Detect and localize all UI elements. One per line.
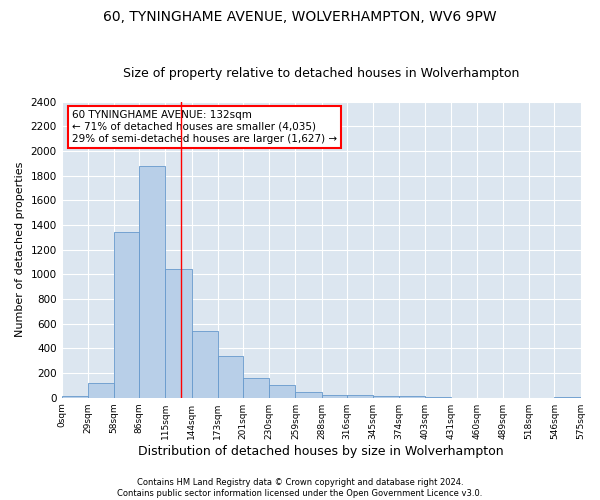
Bar — [347, 395, 373, 398]
Bar — [399, 396, 425, 398]
Bar — [88, 383, 114, 398]
Bar — [218, 356, 243, 398]
Bar — [322, 394, 347, 398]
X-axis label: Distribution of detached houses by size in Wolverhampton: Distribution of detached houses by size … — [138, 444, 504, 458]
Bar — [114, 232, 139, 398]
Text: 60, TYNINGHAME AVENUE, WOLVERHAMPTON, WV6 9PW: 60, TYNINGHAME AVENUE, WOLVERHAMPTON, WV… — [103, 10, 497, 24]
Bar — [554, 397, 581, 398]
Bar — [243, 378, 269, 398]
Text: Contains HM Land Registry data © Crown copyright and database right 2024.
Contai: Contains HM Land Registry data © Crown c… — [118, 478, 482, 498]
Bar — [139, 166, 166, 398]
Bar — [269, 386, 295, 398]
Y-axis label: Number of detached properties: Number of detached properties — [15, 162, 25, 338]
Bar — [425, 397, 451, 398]
Title: Size of property relative to detached houses in Wolverhampton: Size of property relative to detached ho… — [123, 66, 519, 80]
Bar — [166, 270, 191, 398]
Bar — [295, 392, 322, 398]
Bar — [191, 331, 218, 398]
Bar — [373, 396, 399, 398]
Text: 60 TYNINGHAME AVENUE: 132sqm
← 71% of detached houses are smaller (4,035)
29% of: 60 TYNINGHAME AVENUE: 132sqm ← 71% of de… — [72, 110, 337, 144]
Bar — [62, 396, 88, 398]
